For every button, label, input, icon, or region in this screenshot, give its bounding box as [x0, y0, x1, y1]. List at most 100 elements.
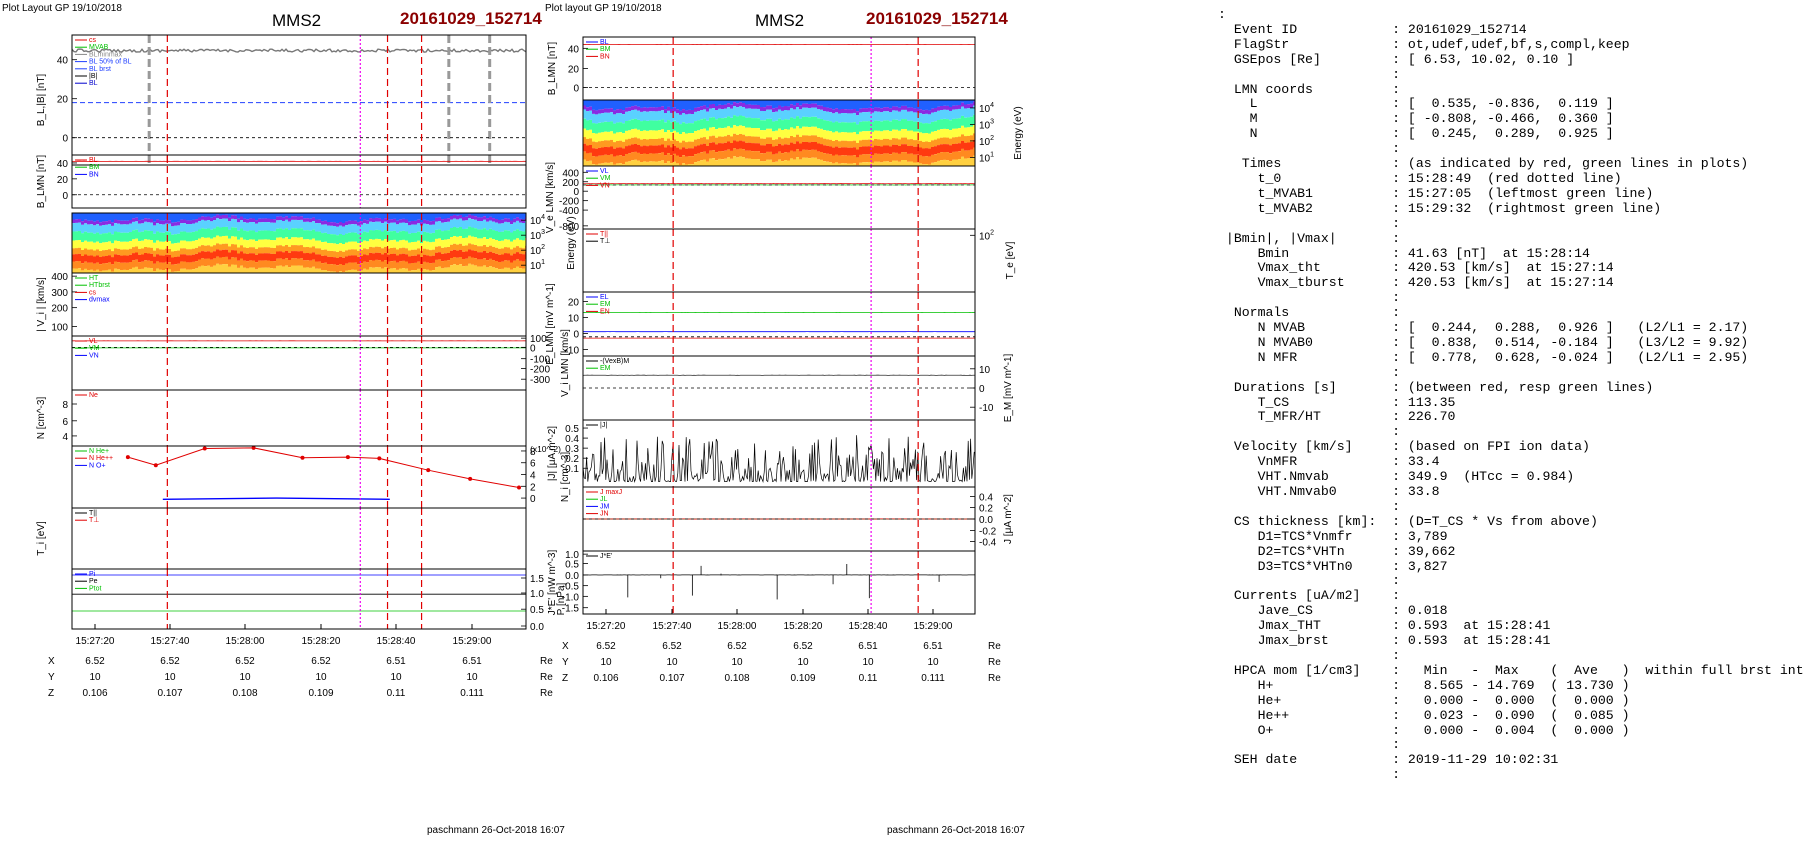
legend-label: JL — [600, 496, 608, 503]
panel-2: 104 103 102 101 Energy (eV) — [582, 99, 1024, 167]
y-tick-label: 103 — [979, 118, 994, 131]
y-tick-label: 0.2 — [979, 503, 993, 514]
legend-label: VM — [600, 175, 611, 182]
position-value: 0.108 — [724, 673, 749, 684]
position-value: 10 — [731, 657, 743, 668]
x-tick-label: 15:27:40 — [151, 636, 190, 647]
y-axis-label: P [nPa] — [556, 582, 567, 615]
y-tick-label: 40 — [57, 159, 69, 170]
x-tick-label: 15:28:00 — [718, 621, 757, 632]
x-tick-label: 15:29:00 — [453, 636, 492, 647]
x-tick-label: 15:28:20 — [302, 636, 341, 647]
y-tick-label: 1.5 — [530, 574, 544, 585]
position-value: 10 — [390, 672, 402, 683]
x-tick-label: 15:28:20 — [784, 621, 823, 632]
legend-label: VL — [600, 168, 609, 175]
y-tick-label: 8 — [530, 447, 536, 458]
legend-label: BM — [89, 164, 100, 171]
series-VN — [72, 0, 526, 1]
y-tick-label: 0.4 — [565, 434, 579, 445]
y-tick-label: 400 — [562, 168, 579, 179]
legend-label: BN — [600, 53, 610, 60]
legend-label: BL — [600, 39, 609, 46]
legend-label: EL — [600, 294, 609, 301]
position-value: 6.52 — [662, 641, 682, 652]
y-tick-label: 103 — [530, 229, 545, 242]
series-BL-mvab — [72, 0, 525, 1]
legend-label: cs — [89, 289, 97, 296]
y-axis-label: B_LMN [nT] — [547, 42, 558, 96]
y-tick-label: -200 — [530, 364, 550, 375]
panel-frame — [71, 507, 527, 570]
legend-label: BL brst — [89, 66, 111, 73]
legend-label: J*E' — [600, 553, 612, 560]
x-tick-label: 15:28:40 — [377, 636, 416, 647]
position-value: 6.51 — [858, 641, 878, 652]
panel-frame — [582, 228, 976, 293]
legend-label: N He++ — [89, 455, 113, 462]
position-value: 0.111 — [921, 673, 945, 684]
data-point — [517, 485, 522, 490]
legend-label: Ne — [89, 392, 98, 399]
energy-spectrogram — [583, 100, 975, 166]
y-axis-label: V_i LMN [km/s] — [560, 329, 571, 397]
x-tick-label: 15:27:20 — [76, 636, 115, 647]
position-value: 6.52 — [793, 641, 813, 652]
legend-label: MVAB — [89, 44, 109, 51]
position-value: 6.52 — [727, 641, 747, 652]
y-tick-label: -400 — [559, 206, 579, 217]
x-tick-label: 15:27:20 — [587, 621, 626, 632]
event-summary-text: : Event ID : 20161029_152714 FlagStr : o… — [1218, 7, 1804, 783]
y-axis-label: V_e LMN [km/s] — [545, 162, 556, 233]
position-value: 0.107 — [157, 688, 182, 699]
position-row-label: Z — [562, 673, 568, 684]
series-B-total-gray — [72, 48, 526, 54]
y-scale-note: (x10^-2) — [530, 444, 561, 454]
position-value: 10 — [666, 657, 678, 668]
y-tick-label: -1.0 — [562, 592, 580, 603]
legend-label: -(VexB)M — [600, 358, 629, 365]
y-tick-label: -1.5 — [562, 604, 580, 615]
right-figure: Plot layout GP 19/10/2018 MMS2 20161029_15… — [545, 0, 1025, 836]
legend-label: BL — [89, 157, 98, 164]
position-value: 10 — [466, 672, 478, 683]
panel-6: 10 0 -10 E_M [mV m^-1] -(VexB)MEM — [582, 353, 1014, 422]
y-tick-label: 20 — [57, 175, 69, 186]
panel-frame — [582, 36, 976, 101]
y-tick-label: 102 — [979, 229, 994, 242]
position-value: 0.107 — [659, 673, 684, 684]
position-value: 10 — [315, 672, 327, 683]
y-tick-label: 300 — [51, 288, 68, 299]
y-tick-label: 1.0 — [565, 550, 579, 561]
series-Tperp — [72, 0, 526, 1]
position-row-label: Y — [48, 672, 55, 683]
y-tick-label: 0.4 — [979, 493, 993, 504]
position-value: 6.52 — [235, 656, 255, 667]
spacecraft-title: MMS2 — [272, 11, 321, 30]
y-tick-label: 10 — [568, 314, 580, 325]
legend-label: BL 50% of BL — [89, 59, 132, 66]
data-point — [377, 456, 382, 461]
panel-frame — [71, 568, 527, 630]
position-row-label: Y — [562, 657, 569, 668]
position-unit: Re — [988, 641, 1001, 652]
legend-label: T|| — [89, 510, 97, 517]
y-tick-label: 104 — [979, 102, 994, 115]
panel-frame — [582, 355, 976, 421]
position-value: 10 — [927, 657, 939, 668]
y-tick-label: 400 — [51, 272, 68, 283]
legend-label: Pi — [89, 571, 96, 578]
series-Tpar — [583, 0, 975, 1]
legend-label: BN — [89, 171, 99, 178]
legend-label: HTbrst — [89, 282, 110, 289]
y-tick-label: 6 — [530, 459, 536, 470]
position-row-label: Z — [48, 688, 54, 699]
y-tick-label: -200 — [559, 197, 579, 208]
y-tick-label: -800 — [559, 222, 579, 233]
legend-label: BL — [89, 80, 98, 87]
y-tick-label: -0.5 — [562, 582, 580, 593]
series-Tperp — [583, 0, 975, 1]
